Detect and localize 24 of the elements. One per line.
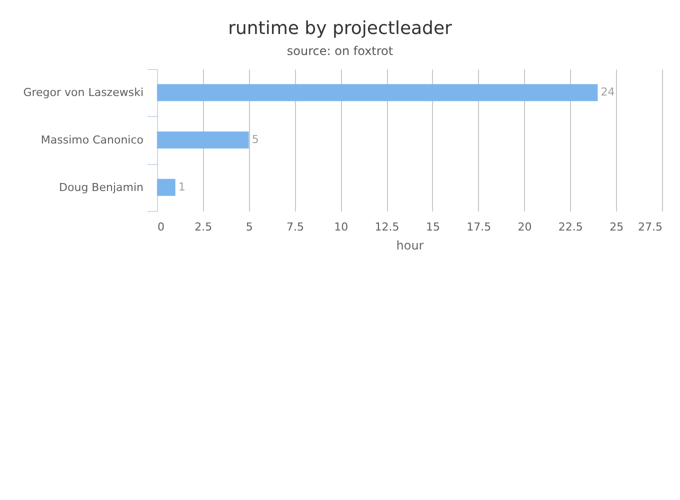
chart-title: runtime by projectleader [228,18,453,39]
x-tick-label: 27.5 [638,220,662,234]
x-tick-label: 7.5 [286,220,304,234]
chart-subtitle: source: on foxtrot [286,44,394,58]
x-tick-label: 22.5 [558,220,583,234]
data-label: 24 [600,86,615,99]
data-label: 5 [252,133,259,146]
x-tick-label: 15 [426,220,440,234]
bar [157,178,176,196]
x-axis-title: hour [396,238,424,252]
x-tick-label: 5 [246,220,253,234]
y-tick-label: Massimo Canonico [40,134,144,146]
x-tick-label: 25 [610,220,624,234]
x-tick-label: 2.5 [194,220,212,234]
y-tick-label: Doug Benjamin [59,180,144,194]
x-tick-label: 0 [158,220,164,234]
x-tick-label: 12.5 [374,220,400,234]
x-tick-label: 17.5 [466,220,492,234]
data-label: 1 [178,180,186,194]
x-tick-label: 10 [334,220,348,234]
bar [157,84,598,102]
x-tick-label: 20 [518,220,532,234]
y-tick-label: Gregor von Laszewski [23,86,144,100]
bar [157,132,249,148]
